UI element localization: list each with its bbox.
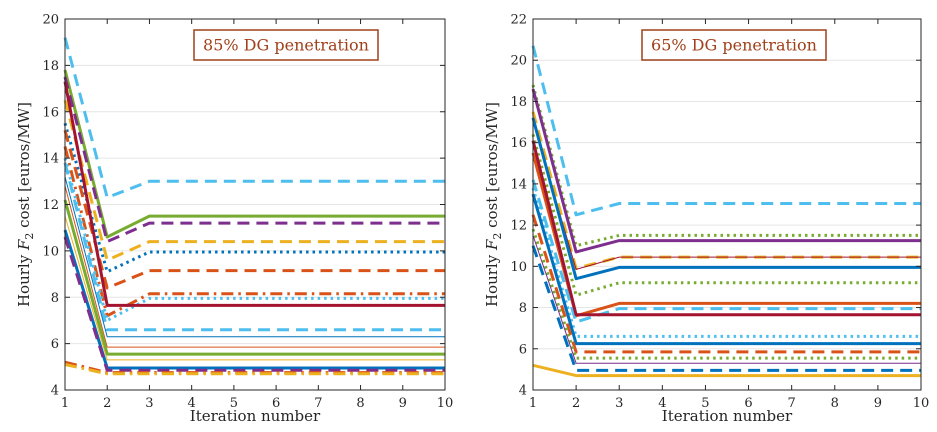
x-tick-label: 5 xyxy=(701,396,709,411)
series-line-5 xyxy=(532,121,921,270)
y-tick-label: 10 xyxy=(42,244,59,259)
series-line-2 xyxy=(63,69,445,239)
y-tick-label: 4 xyxy=(51,384,59,399)
x-tick-label: 10 xyxy=(437,396,454,411)
series-line-10 xyxy=(63,162,445,332)
y-tick-label: 22 xyxy=(510,13,527,28)
series-line-8 xyxy=(63,157,445,322)
y-tick-label: 8 xyxy=(519,301,527,316)
x-tick-label: 1 xyxy=(529,396,537,411)
x-tick-label: 2 xyxy=(103,396,111,411)
series-line-9 xyxy=(63,81,445,307)
x-tick-label: 1 xyxy=(61,396,69,411)
y-tick-label: 10 xyxy=(510,260,527,275)
y-axis-label: Hourly F2 cost [euros/MW] xyxy=(15,102,36,307)
y-axis-label: Hourly F2 cost [euros/MW] xyxy=(483,102,504,307)
x-tick-label: 10 xyxy=(913,396,930,411)
series-line-7 xyxy=(531,134,921,297)
x-tick-label: 6 xyxy=(744,396,752,411)
series-line-11 xyxy=(64,176,445,338)
grid xyxy=(65,18,445,391)
series-line-4 xyxy=(531,111,921,270)
y-tick-label: 14 xyxy=(510,177,527,192)
series-line-3 xyxy=(63,76,445,244)
y-tick-label: 6 xyxy=(51,337,59,352)
series-line-1 xyxy=(531,45,921,217)
series-line-6 xyxy=(63,129,445,290)
series-line-10 xyxy=(531,140,921,317)
series-line-13 xyxy=(63,199,445,356)
x-axis-label: Iteration number xyxy=(190,407,321,425)
series-group xyxy=(63,37,445,376)
x-tick-label: 3 xyxy=(145,396,153,411)
x-tick-label: 7 xyxy=(314,396,322,411)
series-line-15 xyxy=(63,229,445,370)
series-line-13 xyxy=(531,214,921,354)
series-line-17 xyxy=(532,363,921,378)
x-tick-label: 8 xyxy=(831,396,839,411)
series-group xyxy=(531,45,921,378)
x-tick-label: 6 xyxy=(272,396,280,411)
series-line-12 xyxy=(531,193,921,346)
x-tick-label: 8 xyxy=(356,396,364,411)
series-line-9 xyxy=(531,179,921,324)
y-tick-label: 20 xyxy=(42,13,59,28)
axes-box xyxy=(532,18,922,391)
series-line-14 xyxy=(64,215,445,361)
series-line-11 xyxy=(531,187,921,338)
series-line-2 xyxy=(531,84,921,248)
y-tick-label: 4 xyxy=(519,384,527,399)
y-tick-label: 18 xyxy=(510,95,527,110)
series-line-4 xyxy=(63,99,445,262)
annotation-box xyxy=(193,29,379,61)
x-tick-label: 4 xyxy=(188,396,196,411)
series-line-5 xyxy=(63,122,445,274)
y-tick-label: 12 xyxy=(42,198,59,213)
x-tick-label: 3 xyxy=(615,396,623,411)
y-tick-label: 16 xyxy=(42,105,59,120)
series-line-8 xyxy=(531,152,921,318)
x-tick-label: 2 xyxy=(572,396,580,411)
x-tick-label: 9 xyxy=(399,396,407,411)
series-line-3 xyxy=(531,88,921,254)
x-axis-label: Iteration number xyxy=(662,407,793,425)
series-line-1 xyxy=(63,37,445,199)
annotation-text: 85% DG penetration xyxy=(203,36,369,55)
y-tick-label: 18 xyxy=(42,59,59,74)
series-line-15 xyxy=(532,235,921,364)
y-tick-label: 16 xyxy=(510,136,527,151)
x-tick-label: 9 xyxy=(874,396,882,411)
y-tick-label: 8 xyxy=(51,291,59,306)
series-line-16 xyxy=(531,245,921,372)
annotation-box xyxy=(641,29,827,61)
y-tick-label: 6 xyxy=(519,342,527,357)
x-tick-label: 7 xyxy=(788,396,796,411)
series-line-6 xyxy=(531,117,921,281)
annotation-text: 65% DG penetration xyxy=(651,36,817,55)
x-tick-label: 5 xyxy=(230,396,238,411)
y-tick-label: 12 xyxy=(510,219,527,234)
y-tick-label: 14 xyxy=(42,152,59,167)
series-line-14 xyxy=(531,228,921,360)
y-tick-label: 20 xyxy=(510,54,527,69)
x-tick-label: 4 xyxy=(658,396,666,411)
series-line-12 xyxy=(64,185,445,348)
series-line-16 xyxy=(63,236,445,372)
